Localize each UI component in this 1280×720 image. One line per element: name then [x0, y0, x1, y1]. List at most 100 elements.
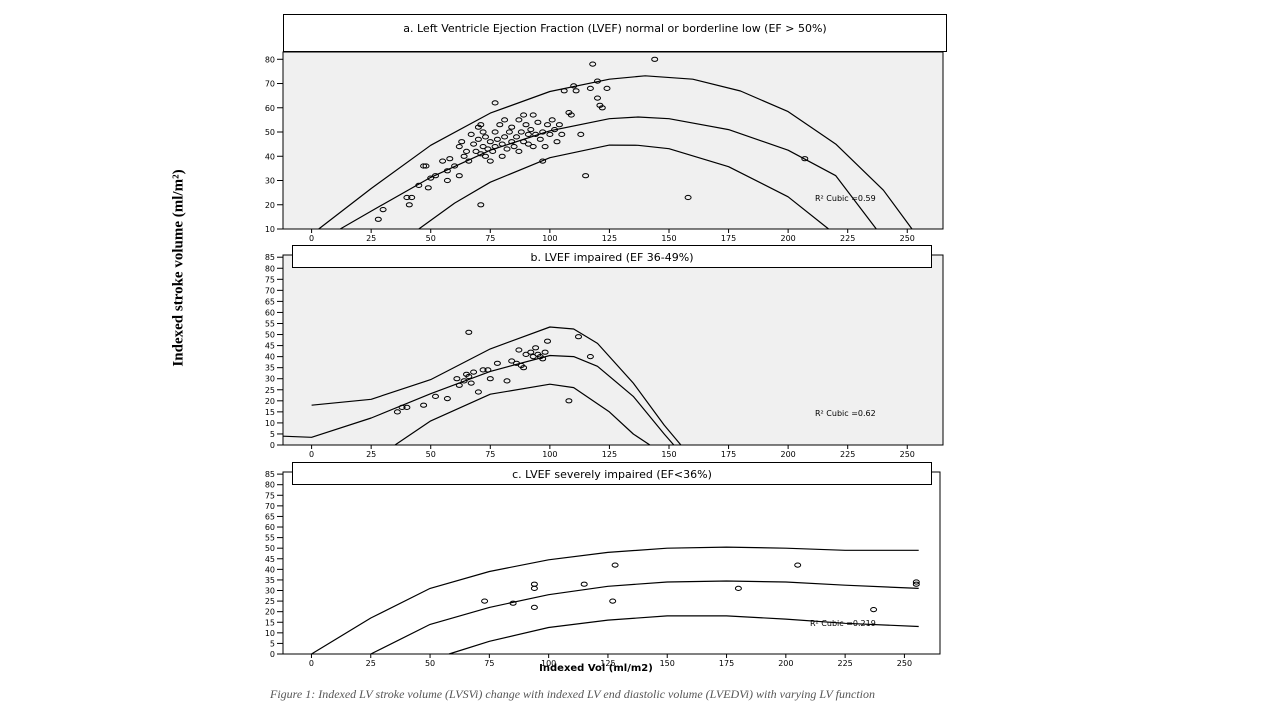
panel-a-y-tick-label: 20	[265, 201, 275, 210]
panel-c-y-tick-label: 85	[265, 470, 275, 479]
panel-b-data-point	[486, 376, 494, 382]
panel-a-data-point	[546, 131, 554, 137]
panel-a-data-point	[458, 139, 466, 145]
panel-b-y-tick-label: 0	[270, 441, 275, 450]
panel-a-data-point	[374, 216, 382, 222]
panel-b-title: b. LVEF impaired (EF 36-49%)	[292, 245, 932, 268]
panel-a-data-point	[589, 61, 597, 67]
panel-b-data-point	[532, 345, 540, 351]
panel-a-data-point	[577, 131, 585, 137]
panel-b-x-tick-label: 50	[426, 450, 436, 459]
panel-a-data-point	[594, 95, 601, 101]
panel-b-data-point	[539, 356, 547, 362]
panel-a-data-point	[598, 105, 606, 111]
x-axis-label: Indexed Vol (ml/m2)	[539, 663, 653, 674]
panel-a-data-point	[555, 122, 563, 128]
panel-c-y-tick-label: 75	[265, 491, 275, 500]
panel-a-data-point	[651, 56, 659, 62]
panel-a-x-tick-label: 0	[309, 234, 314, 243]
panel-a-data-point	[455, 173, 463, 179]
panel-c-y-tick-label: 20	[265, 608, 275, 617]
panel-c-y-tick-label: 80	[265, 481, 275, 490]
panel-a-data-point	[505, 129, 513, 135]
panel-a-data-point	[551, 127, 559, 133]
panel-c-data-point	[580, 581, 588, 587]
panel-a-data-point	[484, 146, 492, 152]
panel-a-data-point	[508, 124, 516, 130]
panel-b-data-point	[474, 389, 482, 395]
panel-c-y-tick-label: 50	[265, 544, 275, 553]
panel-b-data-point	[455, 382, 463, 388]
panel-b-data-point	[565, 398, 573, 404]
panel-a-data-point	[443, 177, 451, 184]
panel-a-data-point	[513, 134, 520, 140]
panel-b-data-point	[432, 393, 439, 399]
panel-c-fit-curve-1	[311, 546, 919, 655]
panel-a-data-point	[474, 136, 482, 142]
panel-c-data-point	[530, 581, 538, 587]
panel-a-data-point	[493, 136, 501, 142]
panel-a-data-point	[489, 148, 497, 154]
panel-c-data-point	[734, 585, 742, 592]
panel-b-r2-annotation: R² Cubic =0.62	[815, 409, 876, 418]
panel-a-data-point	[560, 88, 568, 94]
panel-b-y-tick-label: 50	[265, 331, 275, 340]
panel-a-y-tick-label: 40	[265, 152, 275, 161]
panel-a-data-point	[477, 151, 485, 157]
panel-a-data-point	[553, 139, 561, 145]
panel-a-data-point	[508, 139, 516, 145]
panel-c-x-tick-label: 125	[600, 659, 615, 668]
panel-a-plot-area	[282, 51, 944, 230]
panel-c-data-point	[912, 579, 920, 585]
panel-a-data-point	[455, 144, 463, 150]
panel-a-fit-curve-2	[339, 116, 877, 230]
panel-a-x-tick-label: 225	[840, 234, 855, 243]
panel-a-data-point	[439, 158, 447, 164]
panel-a-data-point	[594, 78, 601, 84]
panel-a-data-point	[451, 163, 459, 169]
panel-a-x-tick-label: 250	[900, 234, 915, 243]
panel-a-data-point	[801, 156, 809, 162]
panel-b-y-tick-label: 35	[265, 364, 275, 373]
panel-b-data-point	[527, 349, 535, 355]
panel-c-data-point	[481, 598, 489, 604]
panel-c-data-point	[609, 598, 617, 604]
panel-a-data-point	[503, 146, 511, 152]
panel-b-data-point	[393, 409, 401, 415]
panel-a-data-point	[534, 119, 542, 125]
panel-a-data-point	[486, 139, 494, 145]
panel-b-data-point	[465, 329, 473, 335]
panel-c-y-tick-label: 5	[270, 639, 275, 648]
panel-c-x-tick-label: 250	[897, 659, 912, 668]
panel-b-y-tick-label: 60	[265, 308, 275, 317]
panel-a-data-point	[479, 144, 487, 150]
panel-a-data-point	[443, 168, 451, 174]
panel-c-y-tick-label: 0	[270, 650, 275, 659]
panel-c-x-tick-label: 200	[778, 659, 793, 668]
panel-a-data-point	[522, 122, 530, 128]
panel-b-x-tick-label: 100	[542, 450, 557, 459]
panel-c-y-tick-label: 30	[265, 587, 275, 596]
panel-b-y-tick-label: 80	[265, 264, 275, 273]
panel-a-data-point	[524, 141, 532, 147]
panel-c-data-point	[509, 600, 517, 606]
panel-a-data-point	[501, 134, 509, 140]
panel-b-y-tick-label: 70	[265, 286, 275, 295]
panel-c-x-tick-label: 25	[366, 659, 376, 668]
panel-b-x-tick-label: 75	[485, 450, 495, 459]
panel-c-data-point	[530, 604, 538, 611]
panel-a-y-tick-label: 30	[265, 177, 275, 186]
panel-a-data-point	[603, 85, 611, 92]
panel-a-data-point	[532, 131, 540, 137]
panel-a-data-point	[586, 85, 594, 92]
panel-a-data-point	[477, 202, 485, 208]
panel-a-data-point	[524, 131, 532, 137]
panel-c-y-tick-label: 40	[265, 565, 275, 574]
panel-b-y-tick-label: 10	[265, 419, 275, 428]
panel-b-y-tick-label: 20	[265, 397, 275, 406]
panel-b-data-point	[515, 347, 523, 353]
panel-b-data-point	[503, 378, 511, 384]
panel-a-fit-curve-3	[418, 144, 829, 230]
panel-a-data-point	[405, 202, 413, 208]
